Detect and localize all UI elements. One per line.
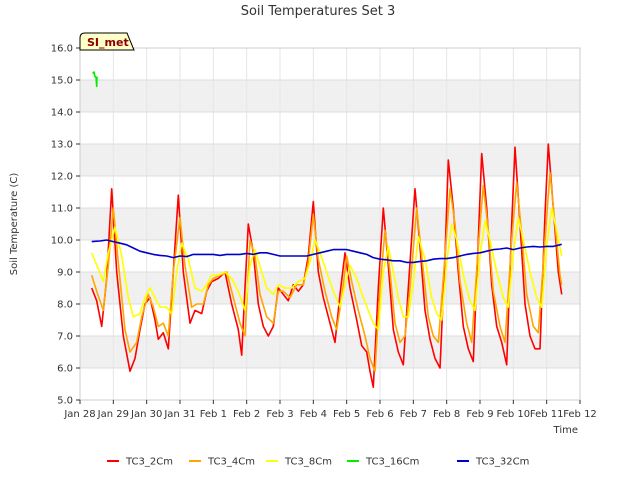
x-tick-label: Jan 29 xyxy=(97,409,129,420)
x-tick-label: Feb 12 xyxy=(563,409,597,420)
plot-frame xyxy=(79,47,581,401)
y-tick-label: 13.0 xyxy=(51,140,73,151)
legend-label: TC3_2Cm xyxy=(125,457,173,468)
plot-band xyxy=(80,144,580,176)
y-tick-label: 8.0 xyxy=(57,300,73,311)
legend-label: TC3_4Cm xyxy=(207,457,255,468)
x-tick-label: Feb 2 xyxy=(233,409,260,420)
site-label-text: SI_met xyxy=(87,36,129,49)
x-tick-label: Feb 8 xyxy=(433,409,460,420)
plot-band xyxy=(80,272,580,304)
y-axis-ticks: 5.0 6.0 7.0 8.0 9.0 10.0 11.0 12.0 13.0 14.0 15.0 1… xyxy=(51,44,80,407)
y-tick-label: 7.0 xyxy=(57,332,73,343)
y-tick-label: 9.0 xyxy=(57,268,73,279)
plot-background-bands xyxy=(80,80,580,368)
x-tick-label: Feb 3 xyxy=(266,409,293,420)
site-label: SI_met xyxy=(79,32,135,51)
series-line-TC3_32Cm xyxy=(91,239,562,264)
x-tick-label: Feb 7 xyxy=(400,409,427,420)
series-lines xyxy=(90,71,563,388)
series-line-TC3_16Cm xyxy=(92,71,98,88)
x-axis-label: Time xyxy=(553,425,578,436)
y-axis-label: Soil Temperature (C) xyxy=(9,173,20,276)
legend-label: TC3_8Cm xyxy=(284,457,332,468)
legend-label: TC3_32Cm xyxy=(475,457,529,468)
x-tick-label: Feb 5 xyxy=(333,409,360,420)
plot-band xyxy=(80,80,580,112)
x-tick-label: Jan 28 xyxy=(63,409,95,420)
y-tick-label: 14.0 xyxy=(51,108,73,119)
series-line-TC3_4Cm xyxy=(90,172,563,372)
legend-label: TC3_16Cm xyxy=(365,457,419,468)
x-tick-label: Feb 1 xyxy=(200,409,227,420)
x-axis-ticks: Jan 28 Jan 29 Jan 30 Jan 31 Feb 1 Feb 2 Feb 3 F… xyxy=(63,400,597,420)
x-tick-label: Feb 4 xyxy=(300,409,327,420)
plot-band xyxy=(80,336,580,368)
y-tick-label: 6.0 xyxy=(57,364,73,375)
series-line-TC3_8Cm xyxy=(90,207,563,331)
x-tick-label: Feb 9 xyxy=(466,409,493,420)
legend: TC3_2Cm TC3_4Cm TC3_8Cm TC3_16Cm TC3_32Cm xyxy=(107,457,529,468)
chart-title: Soil Temperatures Set 3 xyxy=(241,4,396,19)
x-tick-label: Feb 10 xyxy=(497,409,531,420)
x-tick-label: Jan 31 xyxy=(163,409,195,420)
x-tick-label: Jan 30 xyxy=(130,409,162,420)
x-tick-label: Feb 6 xyxy=(366,409,393,420)
site-label-box xyxy=(79,32,135,51)
y-tick-label: 12.0 xyxy=(51,172,73,183)
y-tick-label: 16.0 xyxy=(51,44,73,55)
y-tick-label: 10.0 xyxy=(51,236,73,247)
y-tick-label: 5.0 xyxy=(57,396,73,407)
x-tick-label: Feb 11 xyxy=(530,409,564,420)
plot-band xyxy=(80,208,580,240)
y-tick-label: 15.0 xyxy=(51,76,73,87)
y-tick-label: 11.0 xyxy=(51,204,73,215)
